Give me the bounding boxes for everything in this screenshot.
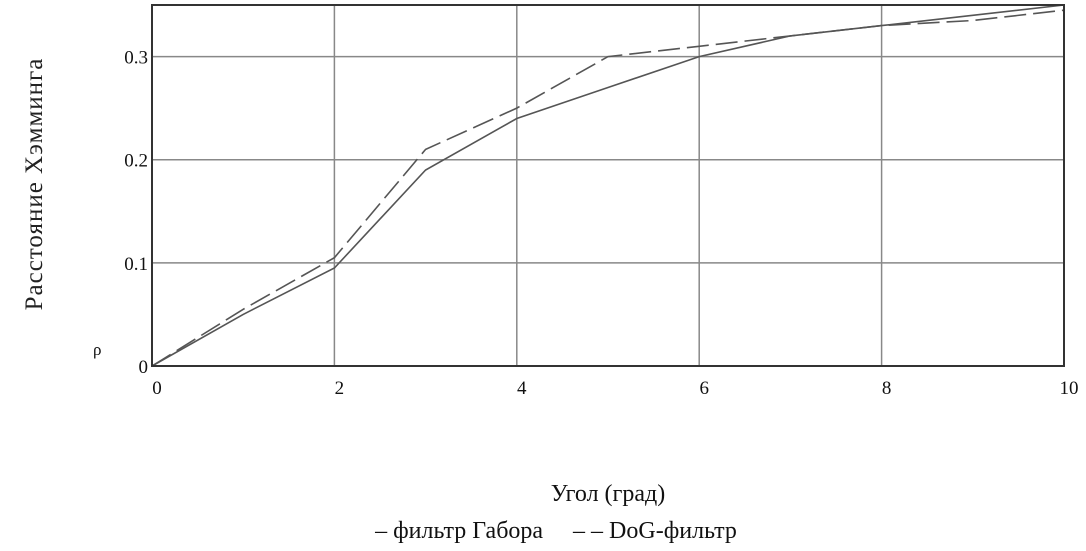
- x-tick-label: 2: [335, 378, 345, 399]
- series-lines: [151, 4, 1065, 367]
- plot-area-frame: [151, 4, 1065, 367]
- x-axis-label: Угол (град): [551, 481, 665, 507]
- x-tick-label: 0: [152, 378, 162, 399]
- grid: [152, 5, 1064, 366]
- x-tick-label: 10: [1060, 378, 1079, 399]
- y-tick-label: 0: [139, 357, 149, 378]
- y-tick-label: 0.2: [124, 151, 148, 172]
- tick-labels: 0 2 4 6 8 10 0 0.1 0.2 0.3: [124, 48, 1078, 399]
- x-tick-label: 4: [517, 378, 527, 399]
- y-axis-variable-marker: ρ: [93, 340, 101, 359]
- x-tick-label: 8: [882, 378, 892, 399]
- y-tick-label: 0.1: [124, 254, 148, 275]
- gabor-filter-line: [151, 4, 1065, 367]
- x-tick-label: 6: [699, 378, 709, 399]
- y-tick-label: 0.3: [124, 48, 148, 69]
- dog-filter-line: [151, 9, 1065, 367]
- legend: – фильтр Габора – – DoG-фильтр: [374, 518, 737, 544]
- y-axis-label: Расстояние Хэмминга: [21, 58, 48, 311]
